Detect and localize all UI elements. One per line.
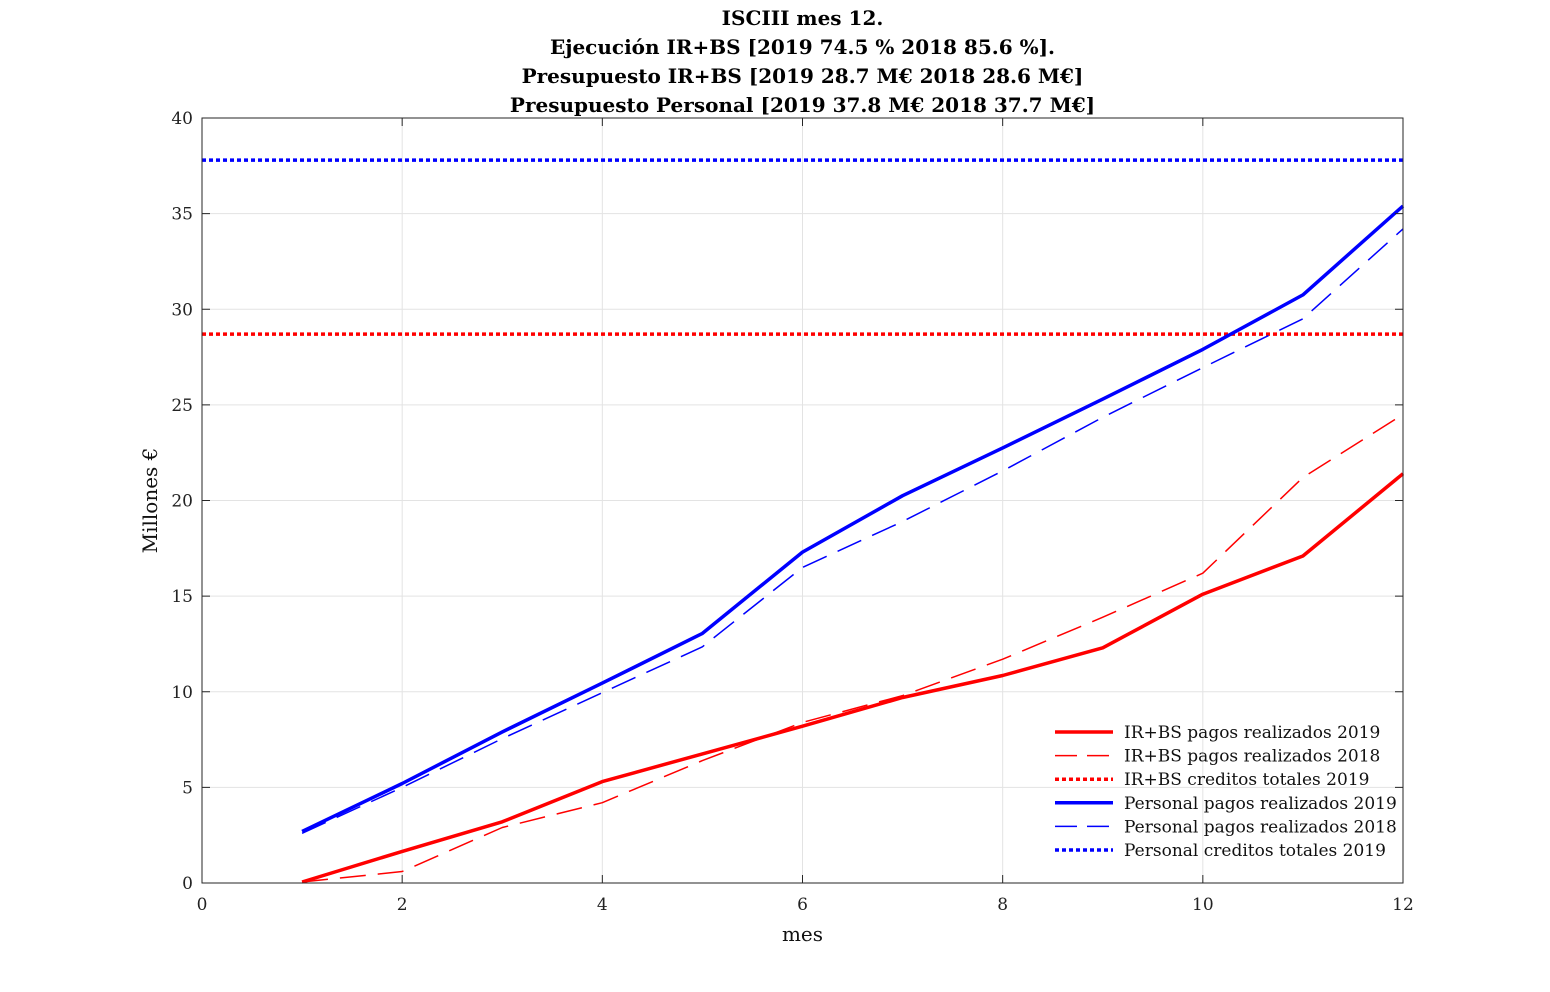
legend: IR+BS pagos realizados 2019 IR+BS pagos r… [1055, 723, 1397, 861]
legend-entry-2: IR+BS pagos realizados 2018 [1124, 747, 1380, 767]
chart-title: ISCIII mes 12. Ejecución IR+BS [2019 74.… [0, 4, 1550, 120]
y-tick-label: 20 [171, 492, 193, 512]
y-tick-label: 30 [171, 300, 193, 320]
x-tick-label: 6 [797, 895, 808, 915]
legend-entry-1: IR+BS pagos realizados 2019 [1124, 723, 1380, 743]
y-tick-label: 15 [171, 587, 193, 607]
series-line-4 [301, 204, 1405, 833]
x-tick-label: 4 [597, 895, 608, 915]
x-tick-label: 0 [197, 895, 208, 915]
y-tick-label: 0 [182, 874, 193, 894]
title-line-2: Ejecución IR+BS [2019 74.5 % 2018 85.6 %… [549, 35, 1056, 59]
axis-ticks: 0 2 4 6 8 10 12 0 5 10 15 20 25 30 35 40 [171, 109, 1413, 915]
legend-entry-5: Personal pagos realizados 2018 [1124, 817, 1397, 837]
x-tick-label: 2 [397, 895, 408, 915]
legend-entry-4: Personal pagos realizados 2019 [1124, 794, 1397, 814]
y-tick-label: 10 [171, 683, 193, 703]
y-axis-label: Millones € [138, 448, 162, 554]
legend-entry-3: IR+BS creditos totales 2019 [1124, 770, 1369, 790]
x-tick-label: 10 [1192, 895, 1214, 915]
y-tick-label: 40 [171, 109, 193, 129]
x-axis-label: mes [782, 922, 823, 946]
y-tick-label: 5 [182, 778, 193, 798]
title-line-4: Presupuesto Personal [2019 37.8 M€ 2018 … [509, 93, 1096, 117]
legend-entry-6: Personal creditos totales 2019 [1124, 841, 1386, 861]
x-tick-label: 8 [997, 895, 1008, 915]
x-tick-label: 12 [1392, 895, 1414, 915]
series-line-2 [302, 413, 1404, 883]
grid-lines [201, 117, 1404, 884]
title-line-1: ISCIII mes 12. [721, 6, 884, 30]
series-layer [202, 158, 1405, 884]
series-line-1 [301, 472, 1405, 884]
series-line-5 [301, 228, 1404, 834]
y-tick-label: 25 [171, 396, 193, 416]
y-tick-label: 35 [171, 205, 193, 225]
title-line-3: Presupuesto IR+BS [2019 28.7 M€ 2018 28.… [521, 64, 1084, 88]
